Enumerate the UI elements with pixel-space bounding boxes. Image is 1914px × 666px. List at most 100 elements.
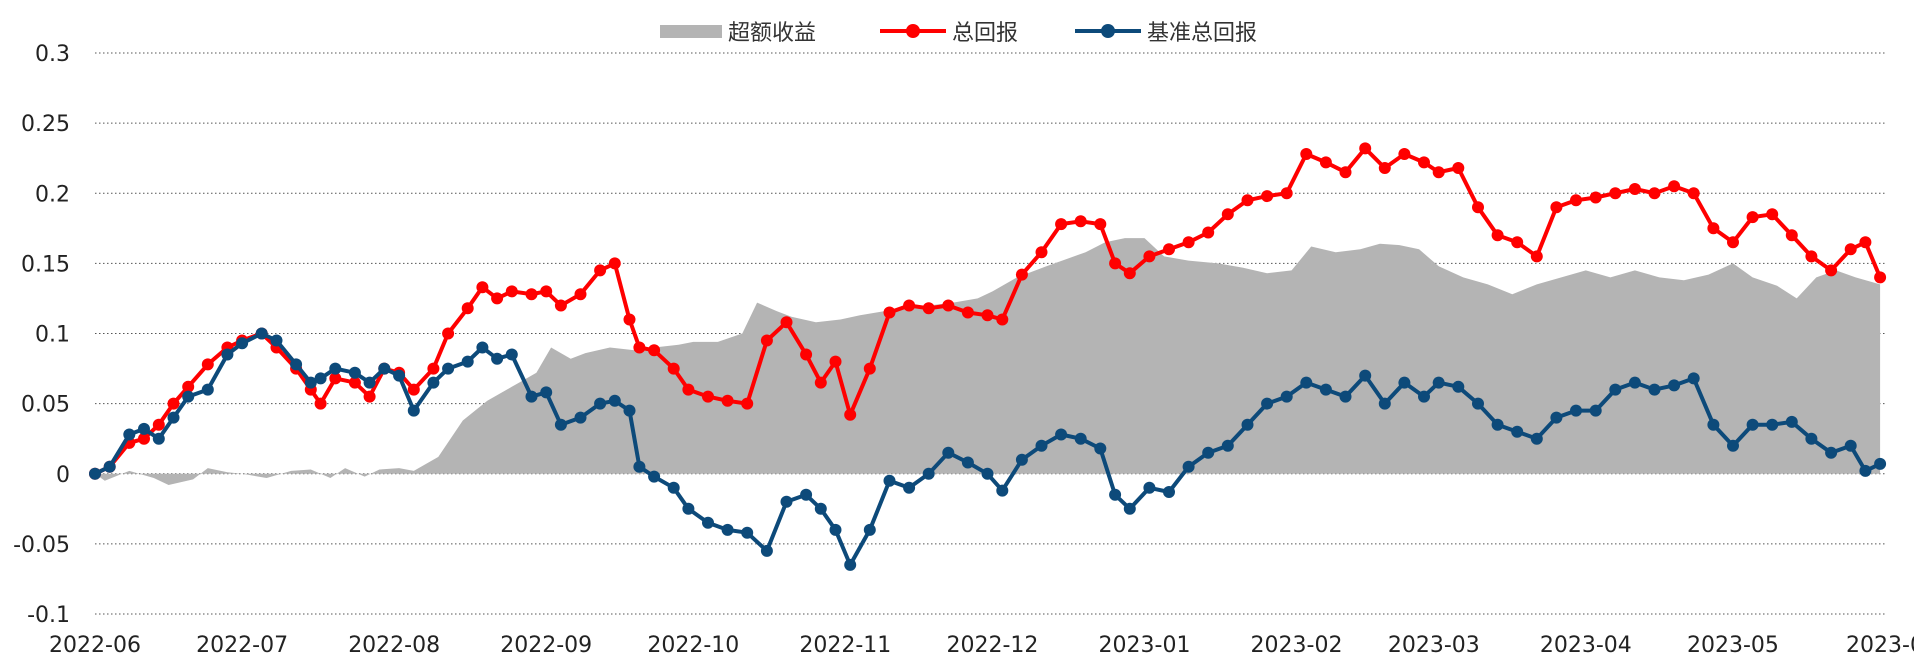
total-return-point — [1418, 156, 1430, 169]
benchmark-total-return-point — [1163, 486, 1175, 498]
total-return-point — [760, 334, 773, 347]
benchmark-total-return-point — [1648, 383, 1661, 396]
benchmark-total-return-point — [1300, 376, 1313, 389]
benchmark-total-return-point — [1035, 439, 1048, 452]
benchmark-total-return-point — [996, 484, 1009, 497]
benchmark-total-return-point — [741, 526, 754, 539]
total-return-point — [476, 281, 489, 294]
total-return-point — [829, 355, 842, 368]
benchmark-total-return-point — [574, 411, 587, 424]
total-return-point — [1035, 246, 1048, 259]
total-return-point — [505, 285, 518, 298]
total-return-point — [741, 397, 754, 410]
total-return-point — [648, 344, 661, 357]
benchmark-total-return-point — [540, 386, 553, 399]
benchmark-total-return-point — [633, 460, 646, 473]
total-return-point — [1825, 264, 1838, 277]
total-return-point — [1707, 222, 1720, 235]
benchmark-total-return-point — [1074, 432, 1087, 445]
total-return-point — [1687, 187, 1700, 200]
benchmark-total-return-point — [1530, 432, 1543, 445]
total-return-point — [314, 397, 327, 410]
total-return-point — [844, 408, 857, 421]
y-tick-label: 0.15 — [21, 252, 70, 277]
legend-item-benchmark-total-return[interactable]: 基准总回报 — [1075, 21, 1257, 46]
benchmark-total-return-point — [167, 411, 180, 424]
benchmark-total-return-point — [1727, 439, 1739, 452]
total-return-point — [1339, 166, 1352, 179]
x-axis-ticks: 2022-06 2022-07 2022-08 2022-09 2022-10 2022-… — [49, 633, 1914, 658]
excess-return-area-layer — [95, 238, 1881, 485]
benchmark-total-return-point — [329, 362, 342, 375]
total-return-point — [1359, 142, 1372, 155]
benchmark-total-return-point — [1609, 383, 1622, 396]
total-return-point — [1221, 208, 1234, 221]
benchmark-total-return-point — [760, 544, 773, 557]
total-return-markers — [89, 142, 1887, 480]
benchmark-total-return-point — [1874, 457, 1887, 470]
total-return-point — [461, 302, 474, 315]
benchmark-total-return-point — [1378, 397, 1391, 410]
benchmark-total-return-point — [1511, 425, 1524, 438]
total-return-point — [1628, 183, 1641, 195]
benchmark-total-return-point — [1432, 376, 1445, 389]
benchmark-total-return-point — [1280, 390, 1293, 403]
total-return-point — [182, 380, 195, 393]
benchmark-total-return-point — [182, 390, 195, 403]
x-tick-label: 2022-09 — [500, 633, 592, 658]
total-return-point — [1766, 208, 1779, 221]
total-return-point — [633, 341, 646, 354]
benchmark-total-return-point — [1241, 418, 1254, 431]
total-return-point — [1452, 162, 1465, 174]
legend: 超额收益 总回报 基准总回报 — [660, 21, 1257, 46]
benchmark-total-return-point — [427, 376, 440, 389]
total-return-point — [903, 299, 916, 312]
total-return-point — [201, 358, 214, 371]
legend-marker-benchmark-total-return — [1101, 24, 1115, 38]
total-return-point — [667, 362, 680, 375]
benchmark-total-return-point — [829, 523, 842, 536]
benchmark-total-return-point — [594, 397, 607, 410]
benchmark-total-return-point — [103, 460, 116, 473]
total-return-point — [961, 306, 974, 319]
y-tick-label: -0.1 — [27, 603, 70, 628]
total-return-point — [152, 418, 165, 431]
benchmark-total-return-point — [1550, 411, 1563, 424]
total-return-point — [1589, 191, 1602, 204]
total-return-point — [407, 383, 420, 396]
total-return-point — [623, 313, 636, 326]
total-return-point — [721, 394, 734, 407]
y-tick-label: 0.05 — [21, 393, 70, 418]
total-return-point — [1491, 229, 1504, 242]
benchmark-total-return-point — [1589, 404, 1602, 417]
legend-item-excess-return[interactable]: 超额收益 — [660, 21, 816, 46]
benchmark-total-return-point — [981, 467, 994, 480]
total-return-point — [1472, 201, 1484, 214]
total-return-point — [1202, 226, 1215, 239]
benchmark-total-return-point — [1707, 418, 1720, 431]
total-return-point — [981, 309, 994, 322]
legend-item-total-return[interactable]: 总回报 — [880, 21, 1018, 46]
benchmark-total-return-point — [608, 394, 621, 407]
y-tick-label: 0.1 — [35, 323, 70, 348]
total-return-point — [138, 432, 150, 445]
total-return-point — [167, 397, 180, 410]
total-return-point — [1163, 243, 1175, 256]
total-return-point — [1378, 162, 1391, 174]
x-tick-label: 2022-12 — [946, 633, 1038, 658]
x-tick-label: 2023-0 — [1846, 633, 1914, 658]
total-return-point — [594, 264, 607, 277]
benchmark-total-return-point — [961, 456, 974, 469]
x-tick-label: 2023-04 — [1540, 633, 1632, 658]
benchmark-total-return-point — [721, 523, 734, 536]
benchmark-total-return-point — [1491, 418, 1504, 431]
benchmark-total-return-point — [1055, 428, 1068, 441]
total-return-point — [554, 299, 567, 312]
total-return-point — [1300, 148, 1313, 160]
total-return-point — [491, 292, 504, 305]
total-return-point — [1550, 201, 1563, 214]
benchmark-total-return-point — [554, 418, 567, 431]
benchmark-total-return-point — [393, 369, 406, 382]
x-tick-label: 2022-06 — [49, 633, 141, 658]
